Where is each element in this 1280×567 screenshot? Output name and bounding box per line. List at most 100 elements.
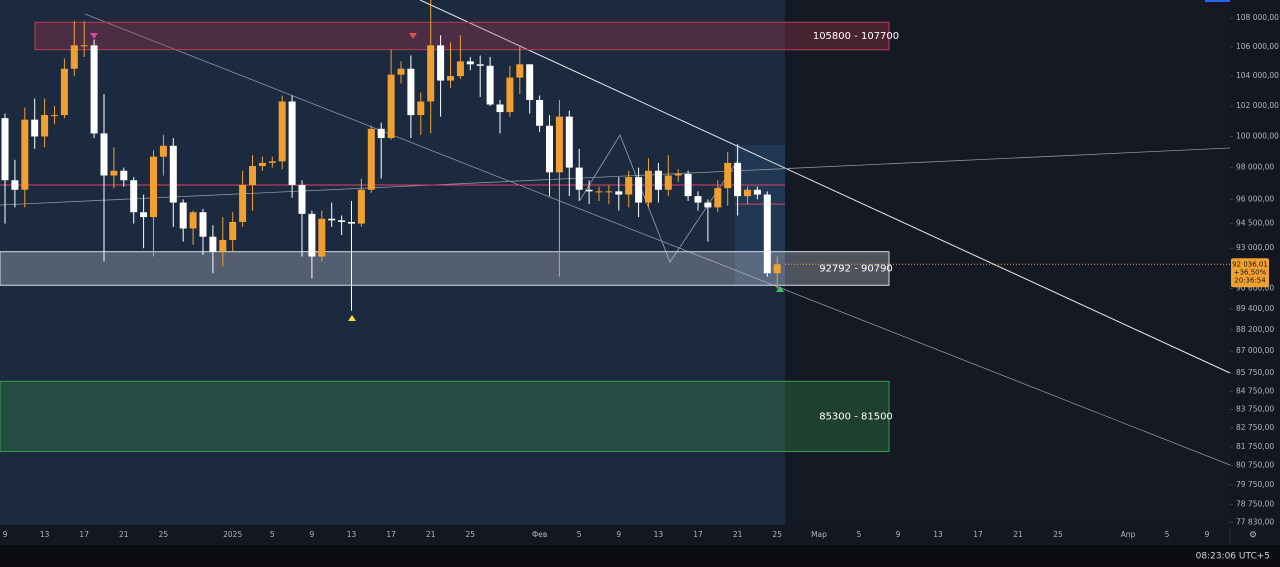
x-tick-label: 25 (159, 530, 169, 539)
candle-body (486, 65, 494, 105)
zone (0, 251, 890, 286)
candle-body (585, 189, 593, 192)
candle-body (229, 221, 237, 240)
candle-body (575, 167, 583, 190)
candle-body (110, 170, 118, 176)
candle-body (456, 61, 464, 77)
price-tag (1231, 258, 1269, 288)
x-tick-label: 5 (857, 530, 862, 539)
candle-body (308, 213, 316, 257)
candle-body (773, 264, 781, 274)
x-tick-label: 21 (426, 530, 436, 539)
candle-body (704, 202, 712, 208)
zone (0, 380, 890, 452)
price-label: 92 036,01 (1232, 260, 1268, 268)
candle-body (555, 116, 563, 173)
trend-lines (0, 0, 1231, 466)
status-bar (0, 545, 1280, 567)
x-tick-label: 21 (733, 530, 743, 539)
x-tick-label: 9 (616, 530, 621, 539)
candle-body (367, 128, 375, 190)
candle-body (546, 125, 553, 173)
x-tick-label: 13 (654, 530, 664, 539)
candle-body (120, 170, 128, 181)
candle-body (615, 191, 623, 195)
x-tick-label: 25 (1053, 530, 1063, 539)
x-tick-label: 17 (973, 530, 983, 539)
highlight (735, 145, 785, 285)
candle-body (70, 45, 78, 69)
candle-body (60, 68, 68, 116)
candle-body (278, 101, 286, 162)
x-tick-label: Мар (811, 530, 827, 539)
x-tick-label: 5 (1165, 530, 1170, 539)
candle-body (437, 45, 445, 81)
candle-body (674, 173, 682, 176)
candle-body (51, 115, 58, 117)
trend-line (419, 0, 1231, 374)
candle-body (219, 239, 227, 252)
candle-body (744, 189, 751, 197)
price-change: +36,50% (1234, 268, 1267, 276)
candle-body (159, 145, 167, 157)
x-tick-label: 2025 (223, 530, 242, 539)
y-tick-label: 88 200,00 (1236, 325, 1274, 334)
candle-body (249, 166, 256, 185)
candle-body (41, 115, 49, 137)
candle-body (466, 61, 474, 65)
settings-icon[interactable]: ⚙ (1249, 531, 1257, 541)
x-tick-label: 9 (3, 530, 8, 539)
x-tick-label: 25 (466, 530, 476, 539)
candle-body (447, 76, 454, 81)
candle-body (258, 162, 266, 167)
candle-body (565, 116, 573, 168)
candle-body (724, 162, 732, 189)
candle-body (387, 74, 395, 139)
candle-body (21, 119, 29, 190)
marker (348, 315, 356, 321)
candle-body (338, 220, 346, 222)
zone-label: 92792 - 90790 (819, 263, 893, 274)
y-tick-label: 87 000,00 (1236, 346, 1274, 355)
x-tick-label: 9 (896, 530, 901, 539)
zone (34, 21, 890, 51)
candle-body (526, 64, 534, 100)
candle-body (635, 177, 643, 203)
candle-body (288, 101, 296, 185)
time-axis (0, 525, 1280, 545)
candle-body (496, 104, 504, 113)
y-tick-label: 80 750,00 (1236, 461, 1274, 470)
candle-body (625, 177, 633, 195)
future-area (785, 0, 1230, 525)
candle-body (90, 45, 98, 134)
candle-body (734, 162, 742, 197)
candle-body (476, 64, 484, 66)
y-tick-label: 84 750,00 (1236, 386, 1274, 395)
candle-body (318, 218, 326, 257)
x-tick-label: 21 (1013, 530, 1023, 539)
candle-body (298, 184, 306, 214)
y-tick-label: 108 000,00 (1236, 13, 1279, 22)
candle-body (268, 161, 276, 163)
candle-body (694, 196, 702, 203)
candle-body (209, 236, 217, 252)
candle-body (130, 180, 138, 213)
candle-body (140, 212, 148, 218)
candle-body (348, 221, 355, 224)
candle-body (377, 128, 385, 139)
candle-body (328, 218, 336, 221)
y-tick-label: 82 750,00 (1236, 423, 1274, 432)
y-tick-label: 106 000,00 (1236, 42, 1279, 51)
candle-body (357, 189, 365, 224)
x-tick-label: 13 (347, 530, 357, 539)
x-tick-label: 17 (79, 530, 89, 539)
candle-body (150, 156, 157, 218)
candle-body (179, 202, 187, 229)
candle-body (397, 68, 405, 75)
trend-line (0, 147, 1231, 206)
y-tick-label: 96 000,00 (1236, 194, 1274, 203)
marker (776, 286, 784, 292)
candle-body (605, 191, 613, 193)
candle-body (506, 77, 514, 113)
